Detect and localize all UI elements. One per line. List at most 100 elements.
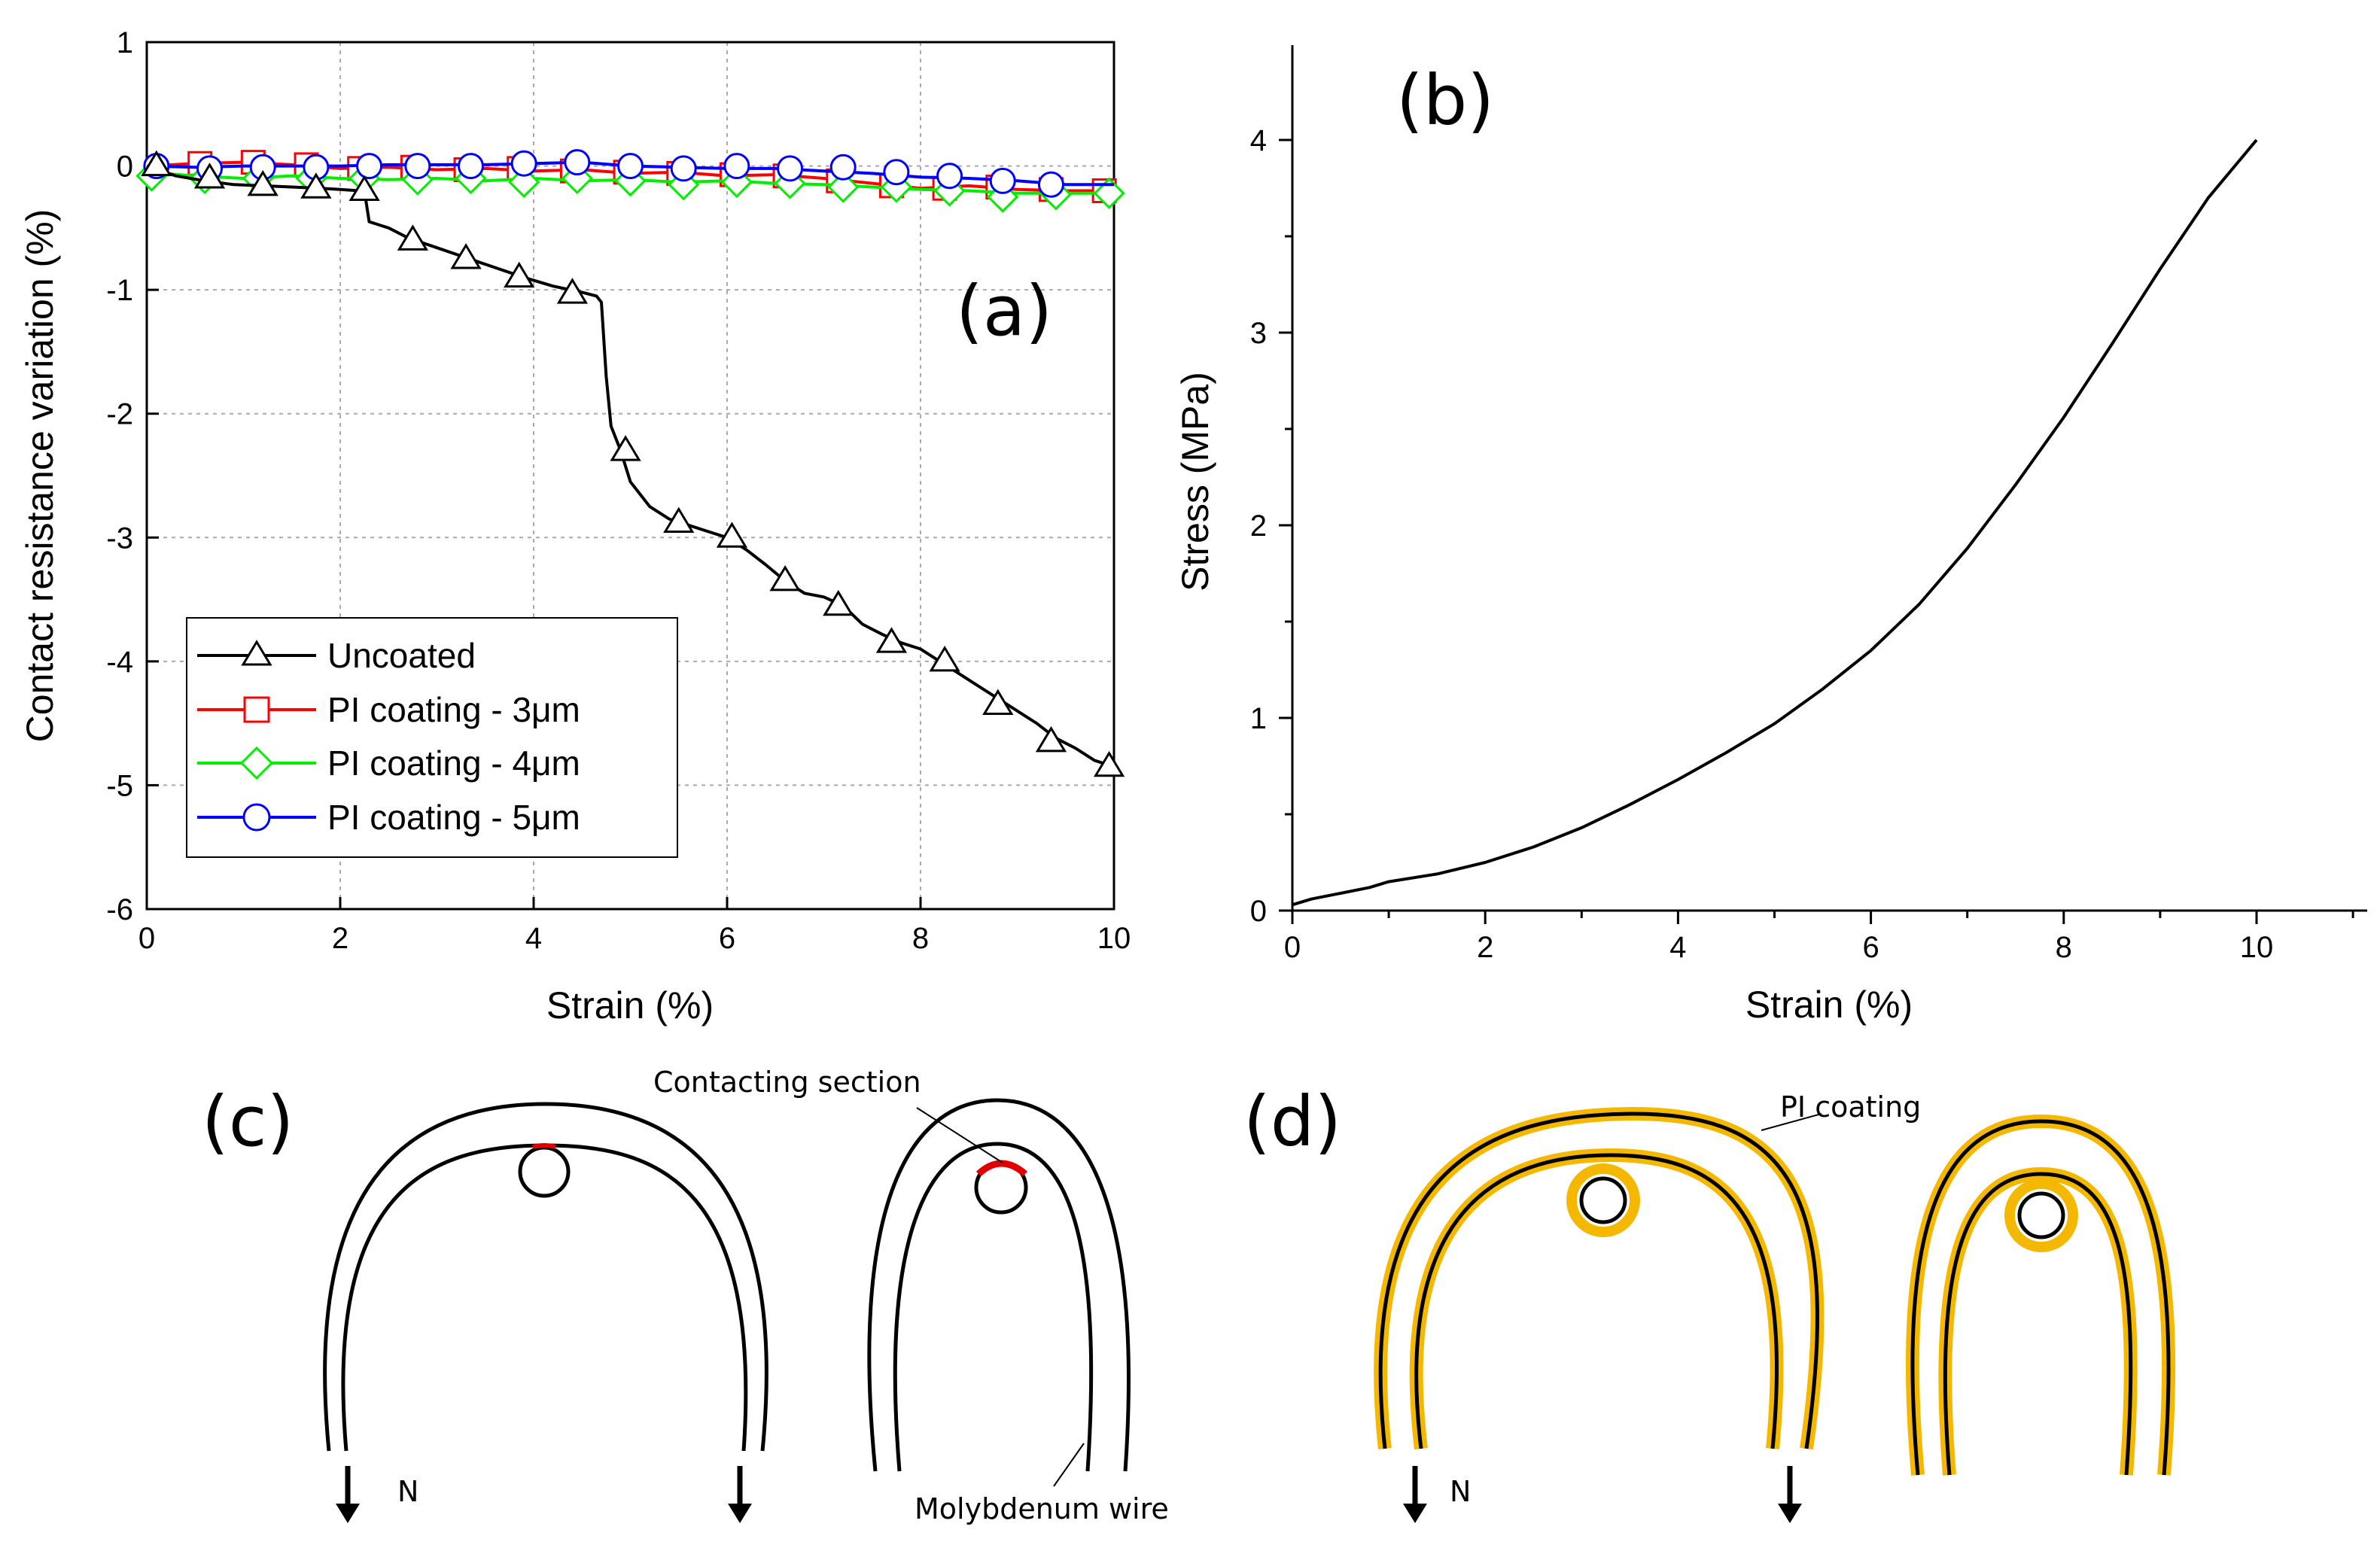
data-point bbox=[564, 149, 591, 176]
data-point bbox=[510, 150, 537, 177]
data-point bbox=[1093, 750, 1125, 777]
data-point bbox=[450, 243, 482, 269]
data-point bbox=[508, 166, 540, 199]
data-point bbox=[348, 175, 380, 201]
panel-b-chart: 0 2 4 6 8 10 0 1 2 3 4 Strain (%) Stress (MPa) (b) bbox=[1174, 45, 2367, 1026]
x-tick-label: 4 bbox=[525, 922, 542, 955]
data-point bbox=[610, 435, 641, 461]
data-point bbox=[397, 224, 429, 251]
y-tick-label: 4 bbox=[1250, 124, 1267, 157]
arrow-down-icon bbox=[728, 1466, 752, 1523]
force-label-n: N bbox=[1450, 1475, 1471, 1508]
data-point bbox=[504, 261, 535, 288]
data-point bbox=[989, 167, 1016, 194]
panel-b-x-axis-label: Strain (%) bbox=[1745, 984, 1913, 1026]
data-point bbox=[829, 154, 857, 181]
legend-label-pi-4um: PI coating - 4μm bbox=[327, 744, 580, 783]
x-tick-label: 10 bbox=[1097, 922, 1131, 955]
data-point bbox=[404, 153, 431, 180]
y-tick-label: 1 bbox=[117, 26, 133, 59]
data-point bbox=[936, 163, 963, 190]
panel-a-y-axis-label: Contact resistance variation (%) bbox=[19, 209, 61, 743]
y-tick-label: -2 bbox=[106, 398, 133, 431]
x-tick-label: 8 bbox=[912, 922, 929, 955]
pi-coating-label: PI coating bbox=[1780, 1090, 1921, 1124]
legend-entry-pi-5um: PI coating - 5μm bbox=[197, 798, 580, 837]
circle-marker-icon bbox=[242, 803, 271, 832]
coated-wire-loop-narrow bbox=[1905, 1114, 2176, 1476]
y-tick-label: -4 bbox=[106, 646, 133, 679]
data-point bbox=[1035, 725, 1067, 753]
x-tick-label: 0 bbox=[138, 922, 155, 955]
data-point bbox=[556, 278, 589, 304]
data-point bbox=[670, 155, 697, 182]
wire-loop-wide bbox=[323, 1102, 768, 1452]
arrow-down-icon bbox=[336, 1466, 360, 1523]
panel-a-legend: Uncoated PI coating - 3μm PI coating - 4… bbox=[186, 617, 678, 858]
panel-b-y-axis-label: Stress (MPa) bbox=[1174, 372, 1216, 592]
data-point bbox=[457, 153, 484, 180]
panel-a-label: (a) bbox=[956, 271, 1052, 351]
data-point bbox=[141, 150, 172, 177]
contact-pin bbox=[518, 1145, 571, 1198]
data-point bbox=[777, 155, 804, 182]
y-tick-label: 2 bbox=[1250, 509, 1267, 543]
panel-d-diagram: (d) N PI coating bbox=[1243, 1081, 2176, 1523]
y-tick-label: -3 bbox=[106, 522, 133, 555]
y-tick-label: 0 bbox=[1250, 895, 1267, 928]
data-point bbox=[769, 564, 801, 592]
data-point bbox=[875, 627, 908, 653]
panel-c-label: (c) bbox=[202, 1081, 294, 1162]
panel-a-x-axis-label: Strain (%) bbox=[546, 984, 714, 1026]
x-tick-label: 6 bbox=[1862, 931, 1879, 964]
arrow-down-icon bbox=[1778, 1466, 1802, 1523]
y-tick-label: -1 bbox=[106, 274, 133, 307]
coated-wire-loop-wide bbox=[1374, 1106, 1825, 1450]
y-tick-label: 0 bbox=[117, 151, 133, 184]
x-tick-label: 2 bbox=[332, 922, 348, 955]
panel-b-series bbox=[1292, 138, 2258, 907]
series-0 bbox=[141, 150, 1125, 777]
data-point bbox=[300, 172, 332, 199]
legend-label-pi-5um: PI coating - 5μm bbox=[327, 798, 580, 837]
data-point bbox=[663, 506, 695, 534]
panel-a-plot-frame bbox=[145, 41, 1115, 911]
molybdenum-wire-label: Molybdenum wire bbox=[915, 1492, 1169, 1525]
data-point bbox=[883, 159, 910, 186]
y-tick-label: -6 bbox=[106, 893, 133, 926]
data-point bbox=[929, 645, 960, 672]
panel-b-label: (b) bbox=[1396, 60, 1494, 141]
diamond-marker-icon bbox=[239, 746, 274, 780]
data-point bbox=[193, 163, 226, 189]
x-tick-label: 2 bbox=[1477, 931, 1493, 964]
x-tick-label: 6 bbox=[719, 922, 735, 955]
y-tick-label: -5 bbox=[106, 769, 133, 802]
arrow-down-icon bbox=[1403, 1466, 1427, 1523]
panel-d-label: (d) bbox=[1243, 1081, 1341, 1162]
data-point bbox=[247, 169, 278, 196]
wire-leader-line bbox=[1053, 1443, 1085, 1487]
x-tick-label: 4 bbox=[1669, 931, 1686, 964]
wire-loop-narrow bbox=[867, 1098, 1131, 1472]
y-tick-label: 1 bbox=[1250, 702, 1267, 735]
panel-b-ticks: 0 2 4 6 8 10 0 1 2 3 4 bbox=[1250, 124, 2354, 964]
data-point bbox=[1037, 171, 1064, 198]
data-point bbox=[723, 153, 750, 180]
contact-section-mark bbox=[975, 1160, 1027, 1177]
legend-entry-pi-3um: PI coating - 3μm bbox=[197, 690, 580, 729]
x-tick-label: 0 bbox=[1284, 931, 1301, 964]
coating-leader-line bbox=[1761, 1113, 1822, 1131]
legend-label-pi-3um: PI coating - 3μm bbox=[327, 690, 580, 729]
data-point bbox=[823, 589, 854, 616]
data-point bbox=[827, 171, 860, 203]
x-tick-label: 8 bbox=[2056, 931, 2072, 964]
data-point bbox=[987, 181, 1019, 213]
force-label-n: N bbox=[397, 1475, 418, 1508]
contact-leader-line bbox=[916, 1107, 1003, 1163]
triangle-marker-icon bbox=[241, 640, 272, 666]
legend-label-uncoated: Uncoated bbox=[327, 636, 476, 675]
contact-mark bbox=[532, 1143, 556, 1149]
